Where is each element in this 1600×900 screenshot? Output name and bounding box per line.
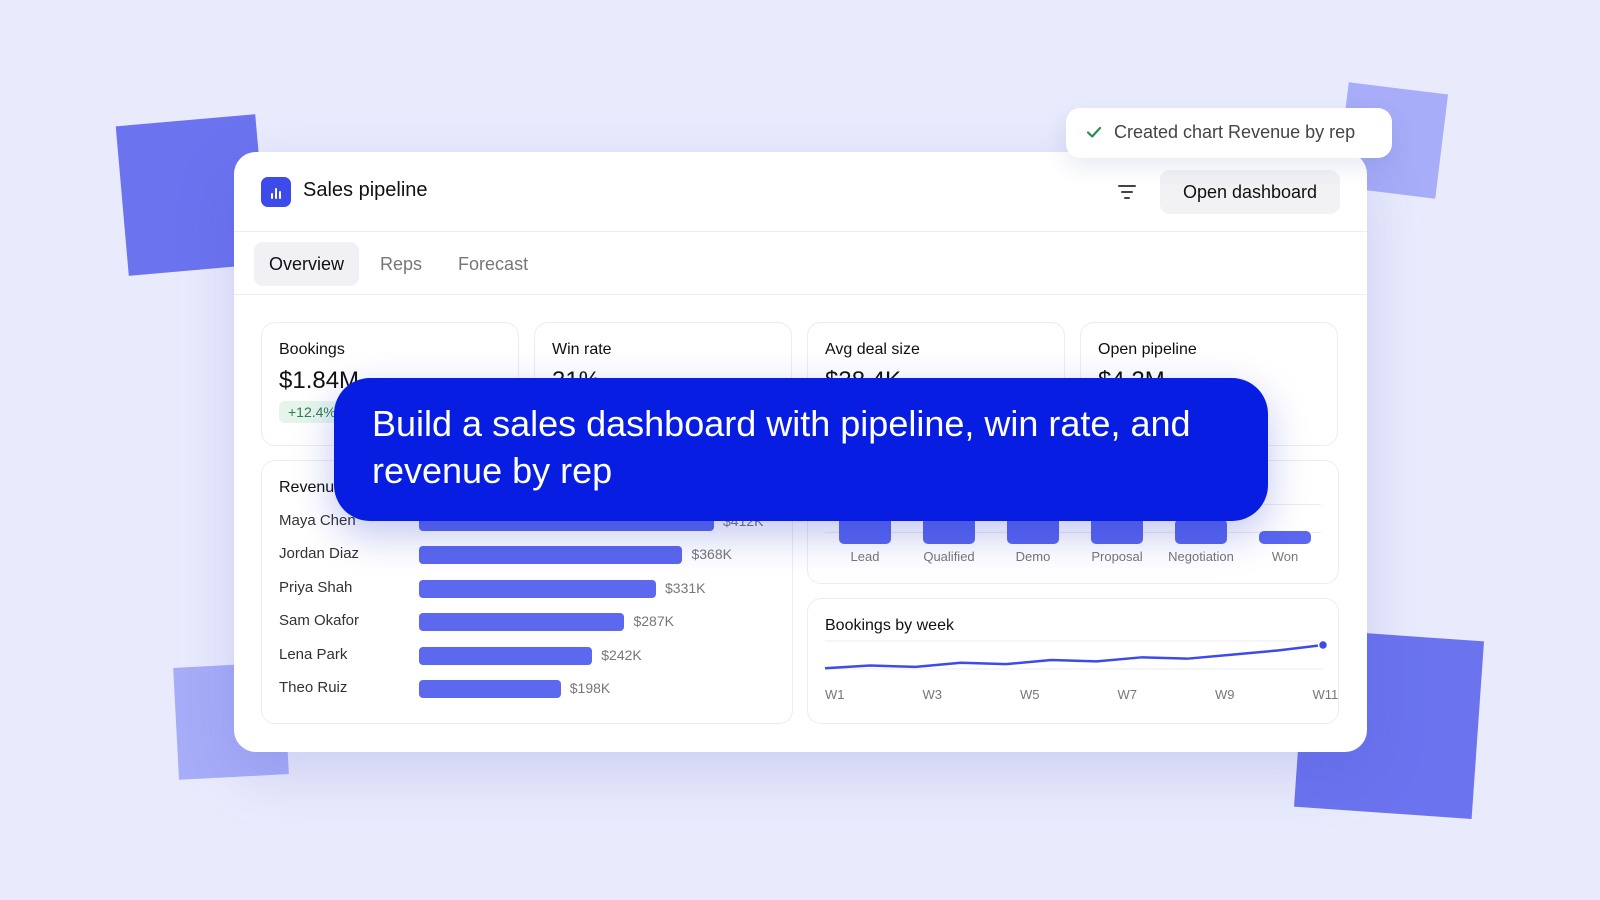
prompt-bubble: Build a sales dashboard with pipeline, w… xyxy=(334,378,1268,521)
rep-name: Lena Park xyxy=(279,645,348,663)
tab-reps[interactable]: Reps xyxy=(380,253,423,274)
week-tick-label: W7 xyxy=(1117,687,1138,702)
week-tick-label: W1 xyxy=(825,687,845,702)
rep-bar[interactable] xyxy=(419,646,593,665)
week-tick-label: W5 xyxy=(1020,687,1040,702)
stage-label: Qualified xyxy=(923,549,975,564)
bookings-by-week-panel: Bookings by week W1 W3 W5 W7 W9 W11 xyxy=(807,598,1339,724)
kpi-label: Bookings xyxy=(279,341,345,358)
rep-bar[interactable] xyxy=(419,613,625,632)
week-tick-label: W11 xyxy=(1312,687,1339,702)
stage-label: Negotiation xyxy=(1168,549,1234,564)
stage-bar[interactable] xyxy=(1259,530,1311,544)
series-line xyxy=(824,643,1324,670)
check-icon xyxy=(1086,126,1102,138)
stage-label: Proposal xyxy=(1091,549,1143,564)
rep-row[interactable]: Theo Ruiz $198K xyxy=(262,678,792,698)
stage-label: Demo xyxy=(1015,549,1051,564)
toast-notification: Created chart Revenue by rep xyxy=(1066,108,1392,158)
rep-name: Theo Ruiz xyxy=(279,679,348,696)
rep-bar[interactable] xyxy=(419,546,683,565)
kpi-delta-badge: +12.4% xyxy=(279,401,345,423)
rep-name: Sam Okafor xyxy=(279,612,360,630)
kpi-label: Win rate xyxy=(552,341,612,358)
rep-value-label: $287K xyxy=(633,613,674,630)
rep-bar[interactable] xyxy=(419,680,561,698)
panel-title: Bookings by week xyxy=(825,617,954,634)
filter-icon[interactable] xyxy=(1116,182,1138,202)
rep-bar[interactable] xyxy=(419,579,656,598)
rep-name: Jordan Diaz xyxy=(279,545,360,563)
rep-name: Priya Shah xyxy=(279,578,353,596)
week-tick-label: W9 xyxy=(1215,687,1235,702)
rep-row[interactable]: Jordan Diaz $368K xyxy=(262,544,792,565)
rep-row[interactable]: Priya Shah $331K xyxy=(262,578,792,598)
divider xyxy=(234,294,1367,295)
prompt-text: Build a sales dashboard with pipeline, w… xyxy=(372,403,1191,491)
tab-overview[interactable]: Overview xyxy=(254,242,360,286)
rep-value-label: $198K xyxy=(569,680,611,696)
header: Sales pipeline Open dashboard xyxy=(234,152,1367,232)
open-dashboard-button[interactable]: Open dashboard xyxy=(1160,170,1340,214)
last-point-marker[interactable] xyxy=(1317,639,1329,651)
week-tick-label: W3 xyxy=(922,687,943,702)
kpi-label: Avg deal size xyxy=(825,341,920,358)
rep-value-label: $242K xyxy=(601,646,642,663)
bar-chart-icon xyxy=(261,177,291,207)
stage-label: Won xyxy=(1271,549,1299,564)
tab-bar: Overview Reps Forecast xyxy=(254,242,543,286)
kpi-label: Open pipeline xyxy=(1098,341,1197,358)
rep-row[interactable]: Sam Okafor $287K xyxy=(262,611,792,632)
bookings-line-chart xyxy=(824,639,1329,670)
tab-forecast[interactable]: Forecast xyxy=(458,253,529,274)
rep-value-label: $331K xyxy=(665,579,706,596)
app-title: Sales pipeline xyxy=(303,179,428,201)
stage-label: Lead xyxy=(850,549,880,564)
stage-bar[interactable] xyxy=(1175,518,1227,544)
rep-row[interactable]: Lena Park $242K xyxy=(262,645,792,665)
rep-name: Maya Chen xyxy=(279,512,356,529)
toast-text: Created chart Revenue by rep xyxy=(1114,122,1356,142)
rep-value-label: $368K xyxy=(691,546,732,563)
grid-line xyxy=(825,532,1321,533)
